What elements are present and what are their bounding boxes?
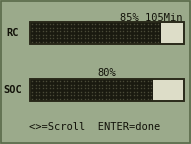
Bar [30, 79, 184, 101]
Text: 80%: 80% [98, 68, 116, 78]
Bar [30, 22, 161, 44]
Bar [30, 79, 153, 101]
Text: 85% 105Min: 85% 105Min [121, 13, 183, 23]
Bar [30, 22, 184, 44]
Text: SOC: SOC [3, 85, 22, 95]
Text: RC: RC [6, 28, 19, 38]
Bar [30, 22, 184, 44]
Bar [30, 79, 184, 101]
Text: <>=Scroll  ENTER=done: <>=Scroll ENTER=done [29, 122, 161, 132]
